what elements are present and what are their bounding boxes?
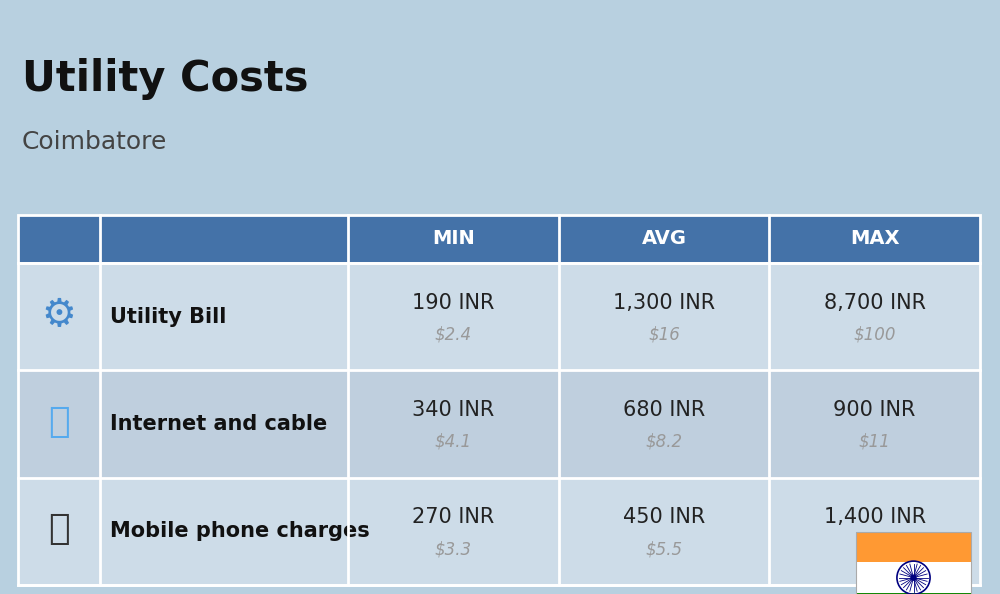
Text: $4.1: $4.1 (435, 433, 472, 451)
Bar (856, 532, 971, 594)
Text: Mobile phone charges: Mobile phone charges (110, 522, 370, 541)
Circle shape (911, 575, 916, 580)
Text: MAX: MAX (850, 229, 899, 248)
Bar (18, 215, 980, 585)
Text: Utility Bill: Utility Bill (110, 307, 226, 327)
Text: ⚙: ⚙ (42, 296, 76, 334)
Text: $8.2: $8.2 (645, 433, 683, 451)
Text: AVG: AVG (642, 229, 686, 248)
Text: 1,400 INR: 1,400 INR (824, 507, 926, 527)
Text: $11: $11 (859, 433, 891, 451)
Text: Coimbatore: Coimbatore (22, 130, 167, 154)
Bar (18, 370, 980, 478)
Text: 8,700 INR: 8,700 INR (824, 293, 926, 312)
Text: 900 INR: 900 INR (833, 400, 916, 420)
Text: 680 INR: 680 INR (623, 400, 705, 420)
Bar (856, 593, 971, 594)
Bar (18, 478, 980, 585)
Text: 450 INR: 450 INR (623, 507, 705, 527)
Text: $2.4: $2.4 (435, 326, 472, 343)
Text: $5.5: $5.5 (645, 541, 683, 558)
Text: 270 INR: 270 INR (412, 507, 494, 527)
Text: 340 INR: 340 INR (412, 400, 494, 420)
Text: 190 INR: 190 INR (412, 293, 495, 312)
Text: Internet and cable: Internet and cable (110, 414, 327, 434)
Text: 1,300 INR: 1,300 INR (613, 293, 715, 312)
Text: $100: $100 (853, 326, 896, 343)
Text: $16: $16 (648, 326, 680, 343)
Text: Utility Costs: Utility Costs (22, 58, 308, 100)
Bar (36, 294, 82, 339)
Text: 📱: 📱 (48, 513, 70, 546)
Text: 📶: 📶 (48, 405, 70, 439)
Bar (18, 263, 980, 370)
Bar (18, 215, 980, 263)
Bar (856, 532, 971, 563)
Bar (856, 563, 971, 593)
Text: $3.3: $3.3 (435, 541, 472, 558)
Text: MIN: MIN (432, 229, 475, 248)
Text: $16: $16 (859, 541, 891, 558)
